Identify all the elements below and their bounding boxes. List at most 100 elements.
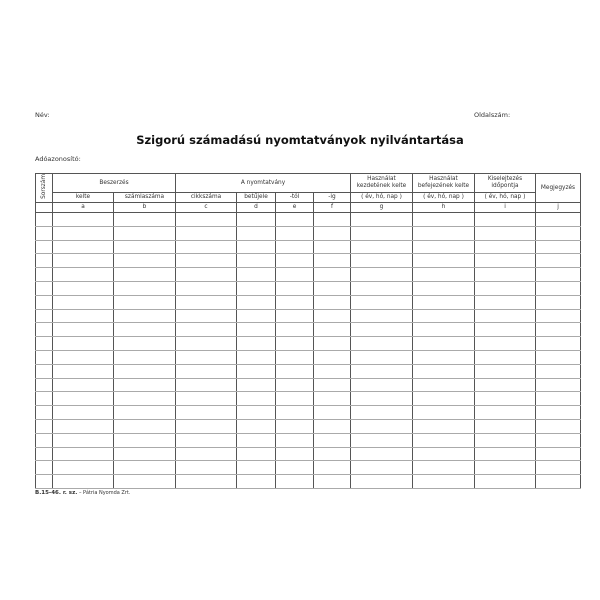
- table-cell[interactable]: [535, 322, 581, 338]
- table-cell[interactable]: [113, 418, 176, 434]
- table-cell[interactable]: [175, 377, 237, 393]
- table-cell[interactable]: [535, 308, 581, 324]
- table-cell[interactable]: [350, 474, 413, 489]
- table-cell[interactable]: [350, 212, 413, 227]
- table-cell[interactable]: [35, 267, 53, 282]
- table-cell[interactable]: [275, 432, 314, 448]
- table-cell[interactable]: [236, 294, 276, 310]
- table-cell[interactable]: [313, 294, 351, 310]
- table-cell[interactable]: [412, 212, 475, 227]
- table-cell[interactable]: [52, 280, 114, 296]
- table-cell[interactable]: [35, 336, 53, 351]
- table-cell[interactable]: [113, 405, 176, 420]
- table-cell[interactable]: [113, 460, 176, 476]
- table-cell[interactable]: [350, 322, 413, 338]
- table-cell[interactable]: [35, 377, 53, 393]
- table-cell[interactable]: [236, 308, 276, 324]
- table-cell[interactable]: [35, 212, 53, 227]
- table-cell[interactable]: [350, 225, 413, 241]
- table-cell[interactable]: [52, 308, 114, 324]
- table-cell[interactable]: [275, 239, 314, 255]
- table-cell[interactable]: [412, 377, 475, 393]
- table-cell[interactable]: [52, 267, 114, 282]
- table-cell[interactable]: [474, 363, 536, 379]
- table-cell[interactable]: [236, 280, 276, 296]
- table-cell[interactable]: [275, 349, 314, 365]
- table-cell[interactable]: [412, 294, 475, 310]
- table-cell[interactable]: [175, 363, 237, 379]
- table-cell[interactable]: [52, 253, 114, 269]
- table-cell[interactable]: [474, 474, 536, 489]
- table-cell[interactable]: [474, 336, 536, 351]
- table-cell[interactable]: [275, 474, 314, 489]
- table-cell[interactable]: [474, 377, 536, 393]
- table-cell[interactable]: [52, 418, 114, 434]
- table-cell[interactable]: [350, 294, 413, 310]
- table-cell[interactable]: [535, 418, 581, 434]
- table-cell[interactable]: [350, 418, 413, 434]
- table-cell[interactable]: [474, 308, 536, 324]
- table-cell[interactable]: [313, 349, 351, 365]
- table-cell[interactable]: [35, 225, 53, 241]
- table-cell[interactable]: [412, 391, 475, 407]
- table-cell[interactable]: [236, 446, 276, 462]
- table-cell[interactable]: [535, 349, 581, 365]
- table-cell[interactable]: [113, 432, 176, 448]
- table-cell[interactable]: [52, 446, 114, 462]
- table-cell[interactable]: [275, 267, 314, 282]
- table-cell[interactable]: [474, 460, 536, 476]
- table-cell[interactable]: [474, 267, 536, 282]
- table-cell[interactable]: [236, 336, 276, 351]
- table-cell[interactable]: [175, 322, 237, 338]
- table-cell[interactable]: [113, 280, 176, 296]
- table-cell[interactable]: [412, 446, 475, 462]
- table-cell[interactable]: [313, 253, 351, 269]
- table-cell[interactable]: [52, 474, 114, 489]
- table-cell[interactable]: [35, 363, 53, 379]
- table-cell[interactable]: [113, 446, 176, 462]
- table-cell[interactable]: [350, 460, 413, 476]
- table-cell[interactable]: [313, 432, 351, 448]
- table-cell[interactable]: [474, 253, 536, 269]
- table-cell[interactable]: [35, 308, 53, 324]
- table-cell[interactable]: [474, 432, 536, 448]
- table-cell[interactable]: [275, 405, 314, 420]
- table-cell[interactable]: [350, 391, 413, 407]
- table-cell[interactable]: [313, 267, 351, 282]
- table-cell[interactable]: [113, 225, 176, 241]
- table-cell[interactable]: [474, 280, 536, 296]
- table-cell[interactable]: [313, 418, 351, 434]
- table-cell[interactable]: [350, 363, 413, 379]
- table-cell[interactable]: [236, 405, 276, 420]
- table-cell[interactable]: [535, 391, 581, 407]
- table-cell[interactable]: [350, 280, 413, 296]
- table-cell[interactable]: [275, 391, 314, 407]
- table-cell[interactable]: [313, 308, 351, 324]
- table-cell[interactable]: [35, 280, 53, 296]
- table-cell[interactable]: [535, 225, 581, 241]
- table-cell[interactable]: [535, 432, 581, 448]
- table-cell[interactable]: [52, 391, 114, 407]
- table-cell[interactable]: [236, 322, 276, 338]
- table-cell[interactable]: [535, 294, 581, 310]
- table-cell[interactable]: [35, 474, 53, 489]
- table-cell[interactable]: [535, 460, 581, 476]
- table-cell[interactable]: [35, 294, 53, 310]
- table-cell[interactable]: [350, 405, 413, 420]
- table-cell[interactable]: [52, 225, 114, 241]
- table-cell[interactable]: [412, 336, 475, 351]
- table-cell[interactable]: [113, 474, 176, 489]
- table-cell[interactable]: [350, 349, 413, 365]
- table-cell[interactable]: [236, 363, 276, 379]
- table-cell[interactable]: [113, 253, 176, 269]
- table-cell[interactable]: [412, 280, 475, 296]
- table-cell[interactable]: [113, 239, 176, 255]
- table-cell[interactable]: [52, 239, 114, 255]
- table-cell[interactable]: [113, 349, 176, 365]
- table-cell[interactable]: [52, 294, 114, 310]
- table-cell[interactable]: [412, 308, 475, 324]
- table-cell[interactable]: [313, 280, 351, 296]
- table-cell[interactable]: [474, 225, 536, 241]
- table-cell[interactable]: [175, 294, 237, 310]
- table-cell[interactable]: [535, 363, 581, 379]
